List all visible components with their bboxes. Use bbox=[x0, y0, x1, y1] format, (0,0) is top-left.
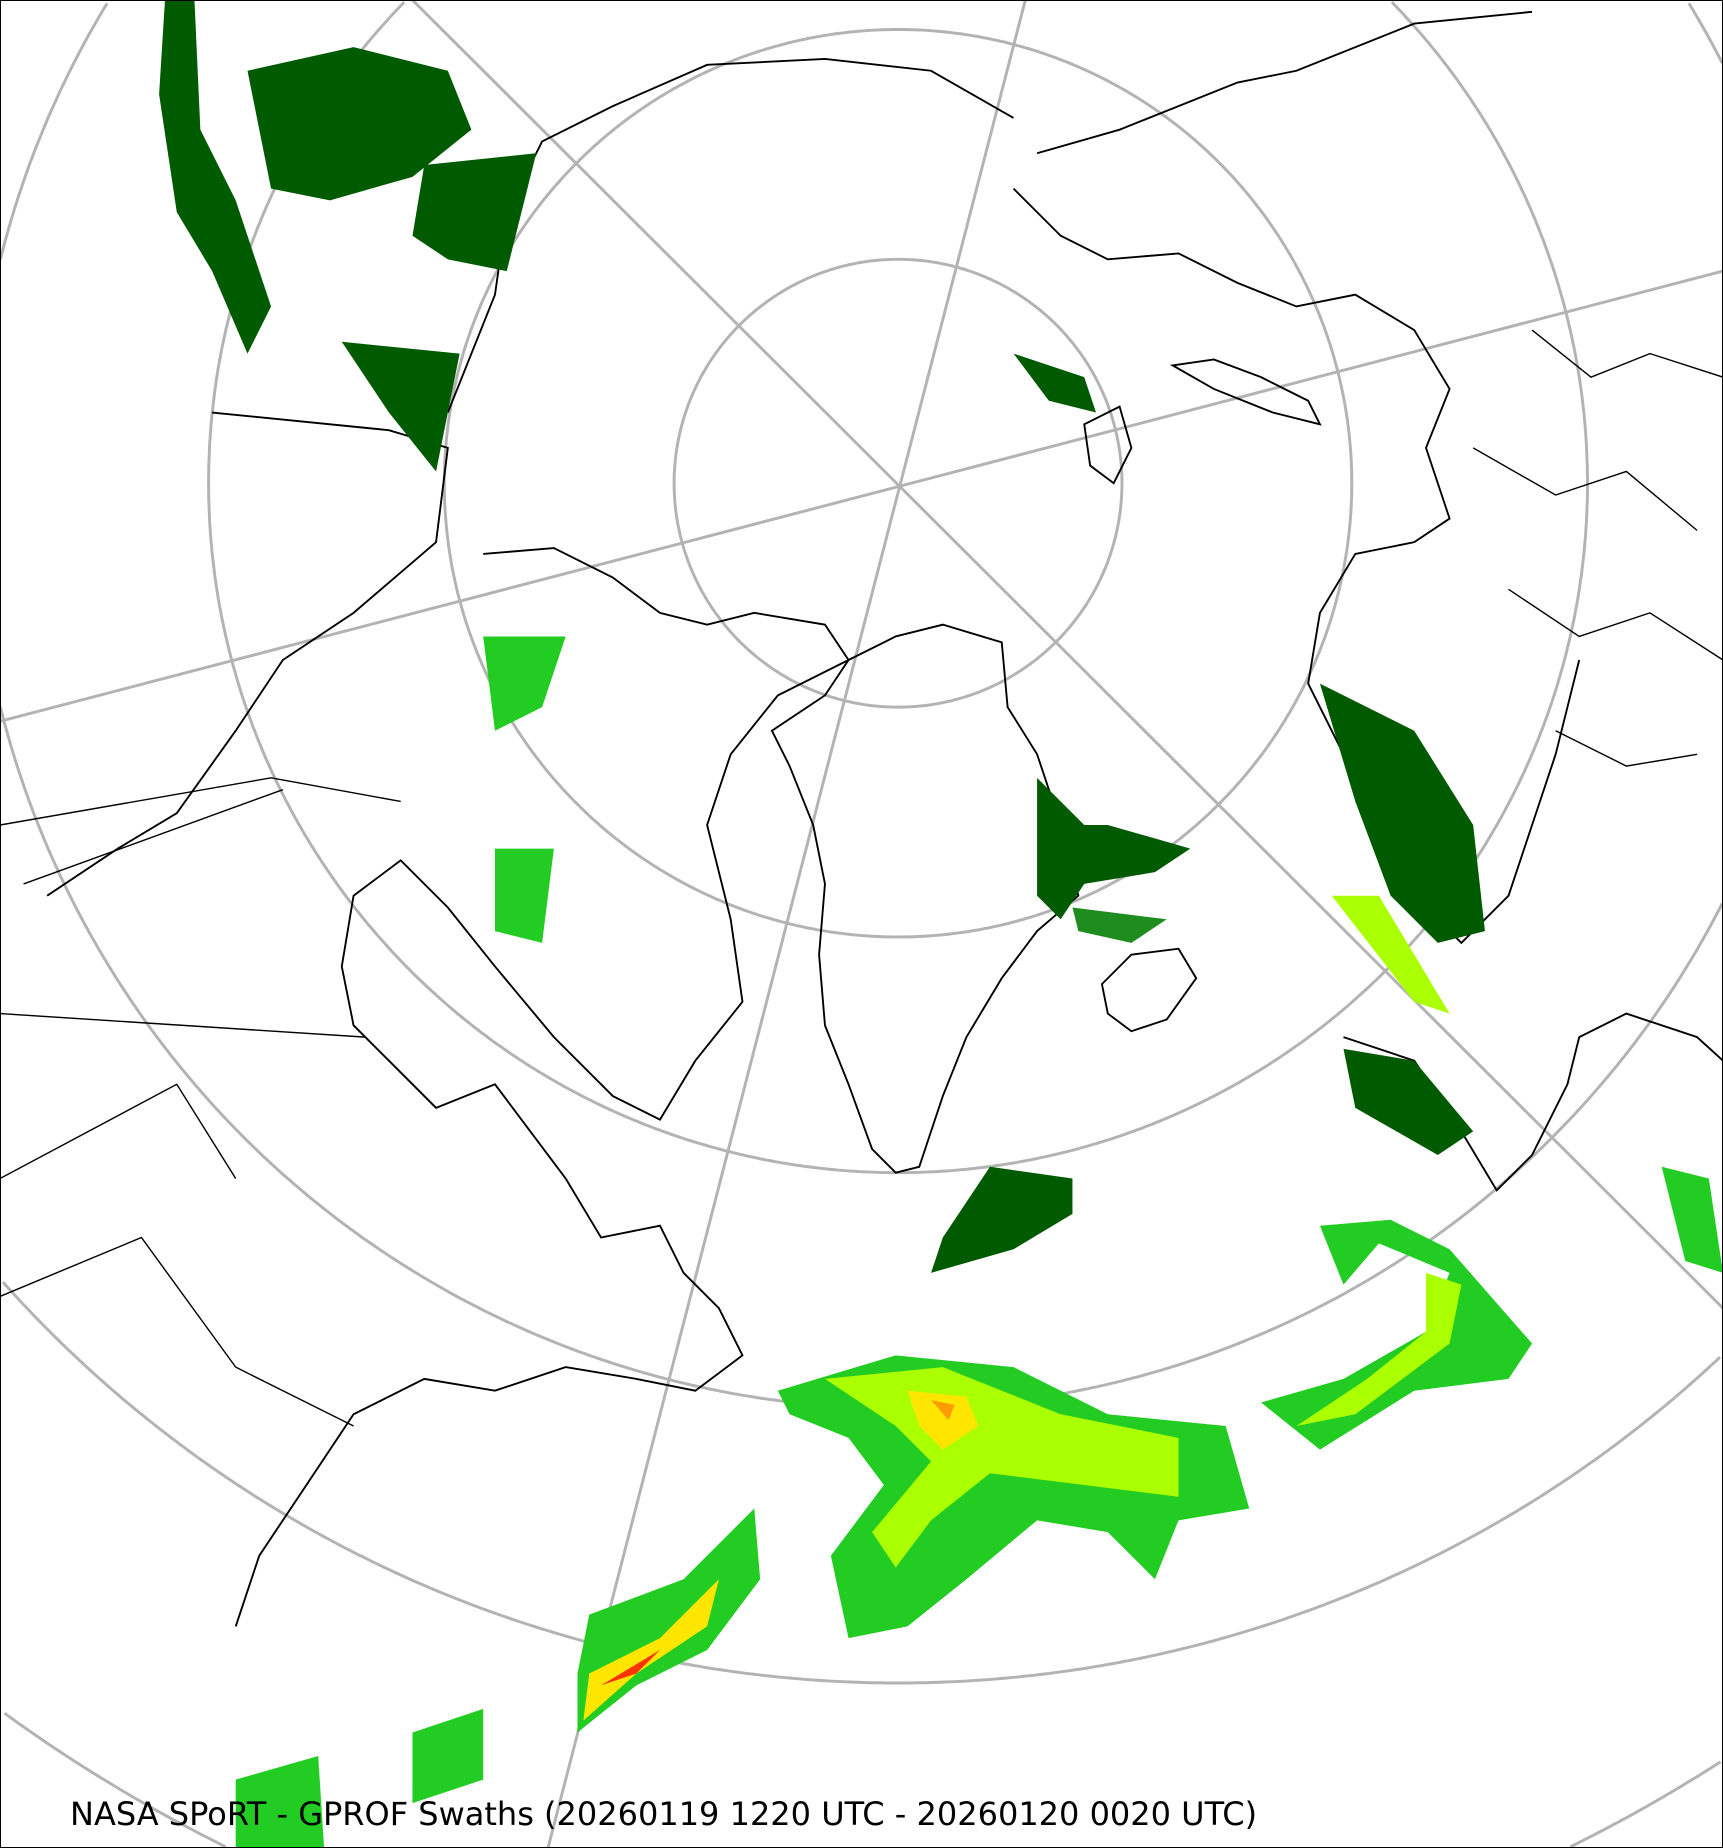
svalbard-coastline bbox=[1083, 405, 1133, 485]
latitude-circle bbox=[672, 257, 1124, 709]
iceland-coastline bbox=[1100, 947, 1198, 1033]
precip-area bbox=[483, 636, 566, 731]
canadian-arctic-coastline bbox=[234, 547, 850, 1627]
meridian-line bbox=[546, 0, 1027, 1848]
precip-area bbox=[824, 1367, 1179, 1568]
precip-area bbox=[1072, 907, 1167, 943]
precip-area bbox=[159, 0, 272, 354]
latitude-circle bbox=[3, 1711, 1722, 1848]
country-borders bbox=[0, 329, 1723, 1427]
meridian-line bbox=[411, 0, 1723, 1310]
precip-area bbox=[412, 1708, 484, 1804]
precip-area bbox=[1261, 1219, 1533, 1450]
latitude-circle bbox=[1, 1281, 1722, 1685]
precip-area bbox=[412, 153, 537, 272]
precip-area bbox=[1037, 777, 1191, 920]
precip-area bbox=[583, 1579, 719, 1721]
precip-area bbox=[907, 1390, 979, 1450]
precip-area bbox=[1343, 1048, 1474, 1155]
land-outlines bbox=[0, 10, 1723, 1627]
meridian-line bbox=[0, 269, 1723, 723]
precip-area bbox=[931, 1166, 1073, 1273]
novaya-zemlya-coastline bbox=[1169, 358, 1322, 426]
latitude-circle bbox=[0, 2, 1723, 1410]
precip-area bbox=[494, 848, 554, 943]
precip-area bbox=[235, 1756, 325, 1848]
precip-area bbox=[931, 1400, 955, 1421]
precip-area bbox=[341, 341, 460, 472]
eurasia-coastline bbox=[1012, 10, 1723, 1192]
precip-area bbox=[1296, 1272, 1462, 1427]
precip-area bbox=[1319, 683, 1485, 943]
precip-area bbox=[1013, 353, 1097, 413]
precip-area bbox=[247, 47, 472, 201]
latitude-circle bbox=[207, 1, 1589, 1175]
precip-area bbox=[1331, 895, 1450, 1014]
precipitation-swaths bbox=[159, 0, 1723, 1848]
greenland-coastline bbox=[770, 623, 1080, 1174]
precip-area bbox=[1661, 1166, 1723, 1273]
map-caption: NASA SPoRT - GPROF Swaths (20260119 1220… bbox=[70, 1795, 1258, 1833]
